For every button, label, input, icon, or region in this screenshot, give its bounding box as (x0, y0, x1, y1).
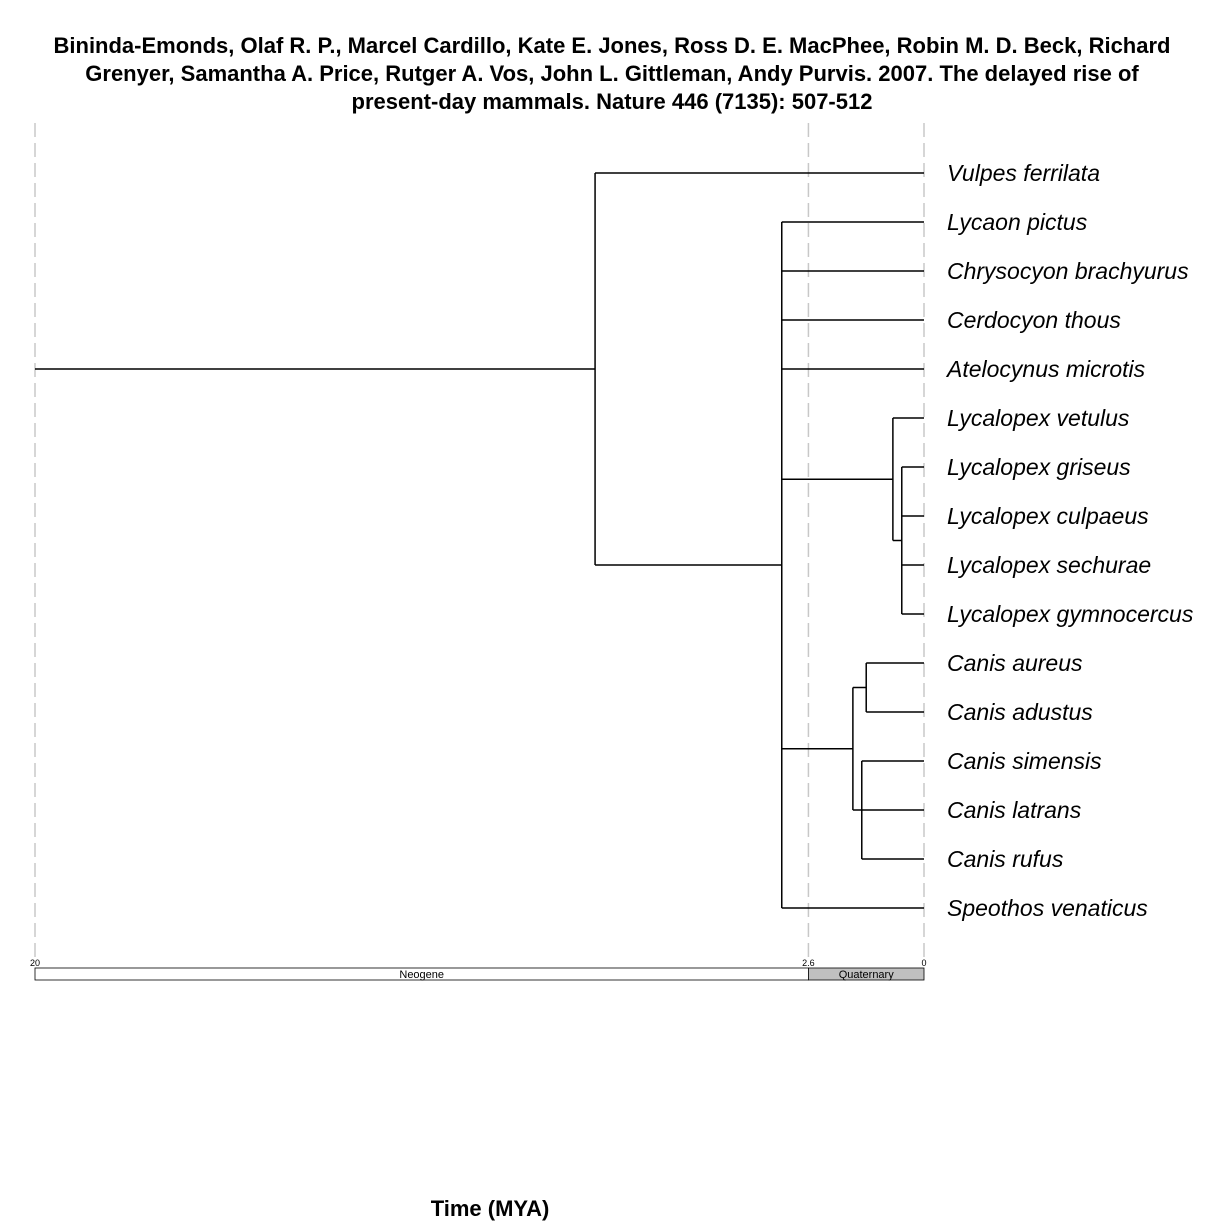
tip-label: Canis latrans (947, 797, 1082, 823)
geologic-timescale: Neogene Quaternary 20 2.6 0 (30, 958, 927, 981)
tip-labels: Vulpes ferrilata Lycaon pictus Chrysocyon … (945, 160, 1194, 921)
tip-label: Canis simensis (947, 748, 1102, 774)
period-label: Quaternary (839, 969, 895, 981)
tip-label: Lycalopex griseus (947, 454, 1131, 480)
tip-label: Vulpes ferrilata (947, 160, 1100, 186)
time-tick-label: 2.6 (802, 958, 815, 968)
tip-label: Lycaon pictus (947, 209, 1088, 235)
period-bar (808, 967, 925, 981)
period-label: Neogene (399, 969, 444, 981)
tip-label: Cerdocyon thous (947, 307, 1121, 333)
tip-label: Chrysocyon brachyurus (947, 258, 1189, 284)
tip-label: Atelocynus microtis (945, 356, 1146, 382)
x-axis-label: Time (MYA) (430, 1196, 550, 1221)
tip-label: Lycalopex sechurae (947, 552, 1151, 578)
tip-label: Canis rufus (947, 846, 1064, 872)
figure-title: Bininda-Emonds, Olaf R. P., Marcel Cardi… (53, 33, 1171, 114)
tip-label: Lycalopex vetulus (947, 405, 1130, 431)
tip-label: Canis aureus (947, 650, 1083, 676)
tip-label: Canis adustus (947, 699, 1093, 725)
time-guides (34, 123, 925, 962)
time-tick-label: 20 (30, 958, 40, 968)
time-tick-label: 0 (921, 958, 926, 968)
tip-label: Lycalopex gymnocercus (947, 601, 1194, 627)
tree-branches (35, 172, 924, 909)
tip-label: Speothos venaticus (947, 895, 1148, 921)
tip-label: Lycalopex culpaeus (947, 503, 1149, 529)
